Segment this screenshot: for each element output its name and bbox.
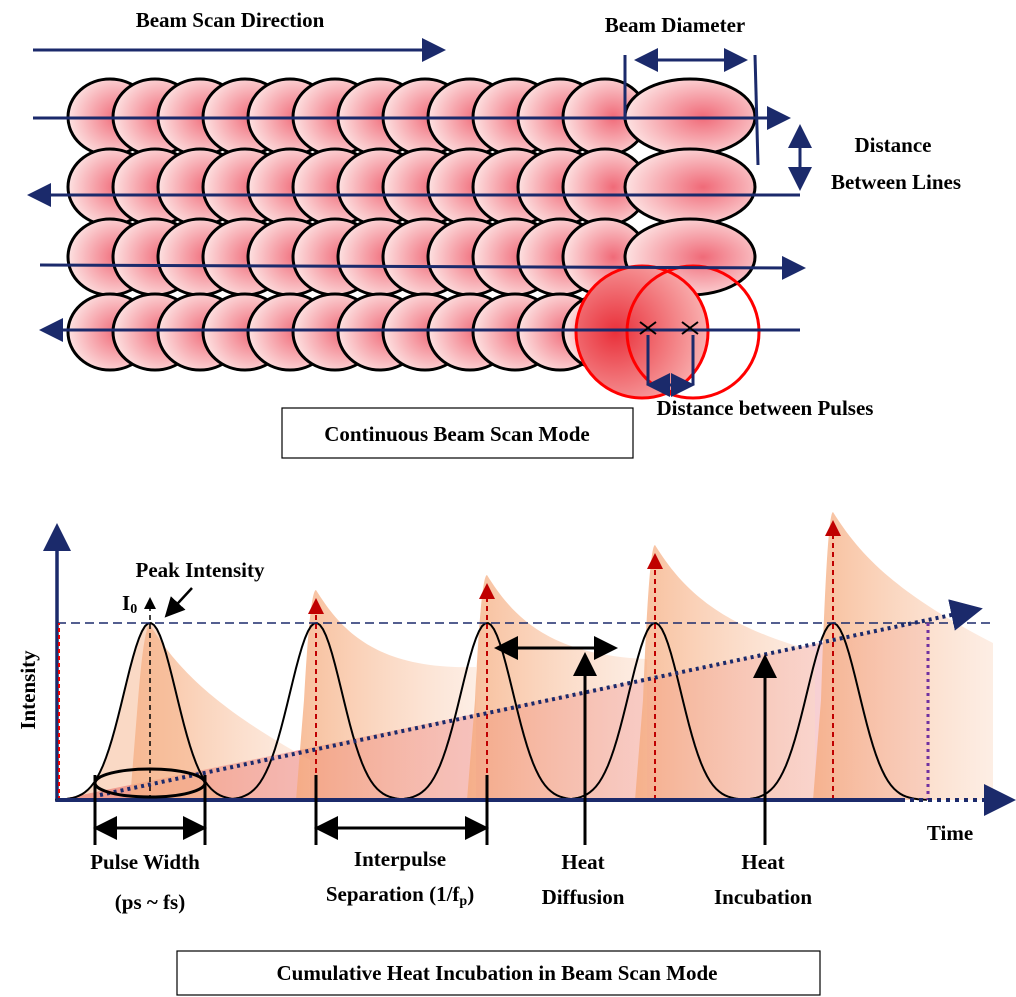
line-distance-label: Between Lines xyxy=(831,170,961,194)
line-distance-label: Distance xyxy=(855,133,932,157)
diagram: Beam Scan Direction Beam Diameter Distan… xyxy=(0,0,1016,997)
peak-intensity-label: Peak Intensity xyxy=(136,558,265,582)
interpulse-label: Separation (1/fp) xyxy=(326,882,474,909)
subscript: p xyxy=(459,894,467,909)
heat-diffusion-label: Heat xyxy=(561,850,604,874)
heat-incubation-label: Heat xyxy=(741,850,784,874)
text: ) xyxy=(467,882,474,906)
symbol: I xyxy=(122,591,130,615)
heat-tail xyxy=(467,575,647,800)
heat-tail xyxy=(296,590,476,800)
pulse-width-label: (ps ~ fs) xyxy=(115,890,185,914)
pulse-width-label: Pulse Width xyxy=(90,850,200,874)
beam-spots xyxy=(33,79,800,398)
heat-diffusion-label: Diffusion xyxy=(542,885,625,909)
interpulse-label: Interpulse xyxy=(354,847,446,871)
diameter-mark xyxy=(755,55,758,165)
caption: Continuous Beam Scan Mode xyxy=(324,422,589,446)
subscript: 0 xyxy=(130,602,137,617)
y-axis-label: Intensity xyxy=(16,650,40,730)
pulse-distance-label: Distance between Pulses xyxy=(657,396,874,420)
beam-diameter-label: Beam Diameter xyxy=(605,13,746,37)
x-axis-label: Time xyxy=(927,821,973,845)
beam-spot xyxy=(625,149,755,225)
text: Separation (1/f xyxy=(326,882,461,906)
peak-symbol: I0 xyxy=(122,591,137,617)
heat-tail xyxy=(813,512,993,800)
caption: Cumulative Heat Incubation in Beam Scan … xyxy=(276,961,717,985)
scan-direction-label: Beam Scan Direction xyxy=(136,8,325,32)
peak-arrow xyxy=(168,588,192,614)
heat-incubation-label: Incubation xyxy=(714,885,812,909)
